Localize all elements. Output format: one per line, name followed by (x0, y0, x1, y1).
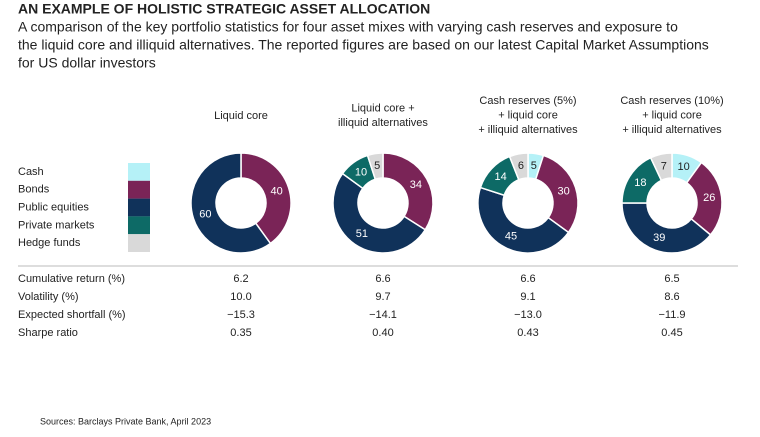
donut-segment (240, 152, 292, 245)
row-label: Cumulative return (%) (18, 273, 125, 285)
donut-segment (332, 172, 427, 254)
segment-label: 14 (495, 171, 507, 183)
cell: −13.0 (514, 309, 542, 321)
segment-label: 10 (677, 161, 689, 173)
cell: 9.7 (375, 291, 390, 303)
legend-swatch (128, 234, 150, 252)
subtitle-line: the liquid core and illiquid alternative… (18, 37, 709, 53)
column-header: + liquid core (642, 109, 702, 121)
title: AN EXAMPLE OF HOLISTIC STRATEGIC ASSET A… (18, 1, 430, 17)
cell: −14.1 (369, 309, 397, 321)
donut-segment (649, 152, 673, 182)
row-label: Sharpe ratio (18, 327, 78, 339)
segment-label: 10 (355, 167, 367, 179)
cell: 0.40 (372, 327, 393, 339)
donut-segment (508, 152, 529, 181)
column-header: illiquid alternatives (338, 117, 428, 129)
legend-swatch (128, 216, 150, 235)
donut-segment (621, 202, 712, 254)
segment-label: 6 (518, 160, 524, 172)
cell: 0.43 (517, 327, 538, 339)
row-label: Volatility (%) (18, 291, 79, 303)
cell: 6.5 (664, 273, 679, 285)
cell: 6.6 (520, 273, 535, 285)
segment-label: 40 (271, 185, 283, 197)
segment-label: 5 (374, 160, 380, 172)
subtitle-line: A comparison of the key portfolio statis… (18, 19, 678, 35)
subtitle-line: for US dollar investors (18, 55, 156, 71)
donut-segment (477, 186, 570, 254)
segment-label: 18 (634, 177, 646, 189)
segment-label: 30 (558, 185, 570, 197)
source: Sources: Barclays Private Bank, April 20… (40, 416, 211, 426)
row-label: Expected shortfall (%) (18, 309, 126, 321)
cell: 9.1 (520, 291, 535, 303)
cell: 10.0 (230, 291, 251, 303)
legend-label: Bonds (18, 184, 50, 196)
cell: −11.9 (658, 309, 685, 321)
donut-segment (190, 152, 272, 254)
segment-label: 39 (653, 232, 665, 244)
segment-label: 7 (661, 160, 667, 172)
cell: 0.45 (661, 327, 682, 339)
segment-label: 45 (505, 230, 517, 242)
donut-segment (366, 152, 384, 181)
segment-label: 26 (703, 192, 715, 204)
cell: −15.3 (227, 309, 255, 321)
column-header: Liquid core (214, 110, 268, 122)
legend-label: Private markets (18, 219, 95, 231)
legend-label: Hedge funds (18, 237, 81, 249)
legend-label: Public equities (18, 202, 89, 214)
column-header: + illiquid alternatives (622, 124, 722, 136)
segment-label: 60 (199, 208, 211, 220)
column-header: Liquid core + (351, 102, 414, 114)
column-header: + liquid core (498, 109, 558, 121)
cell: 0.35 (230, 327, 251, 339)
legend-label: Cash (18, 166, 44, 178)
legend-swatch (128, 163, 150, 181)
donut-segment (382, 152, 434, 231)
segment-label: 34 (410, 179, 422, 191)
legend-swatch (128, 180, 150, 199)
segment-label: 51 (356, 228, 368, 240)
legend-swatch (128, 198, 150, 217)
cell: 8.6 (664, 291, 679, 303)
cell: 6.2 (233, 273, 248, 285)
cell: 6.6 (375, 273, 390, 285)
segment-label: 5 (531, 160, 537, 172)
column-header: Cash reserves (10%) (620, 95, 723, 107)
column-header: + illiquid alternatives (478, 124, 578, 136)
column-header: Cash reserves (5%) (479, 95, 576, 107)
